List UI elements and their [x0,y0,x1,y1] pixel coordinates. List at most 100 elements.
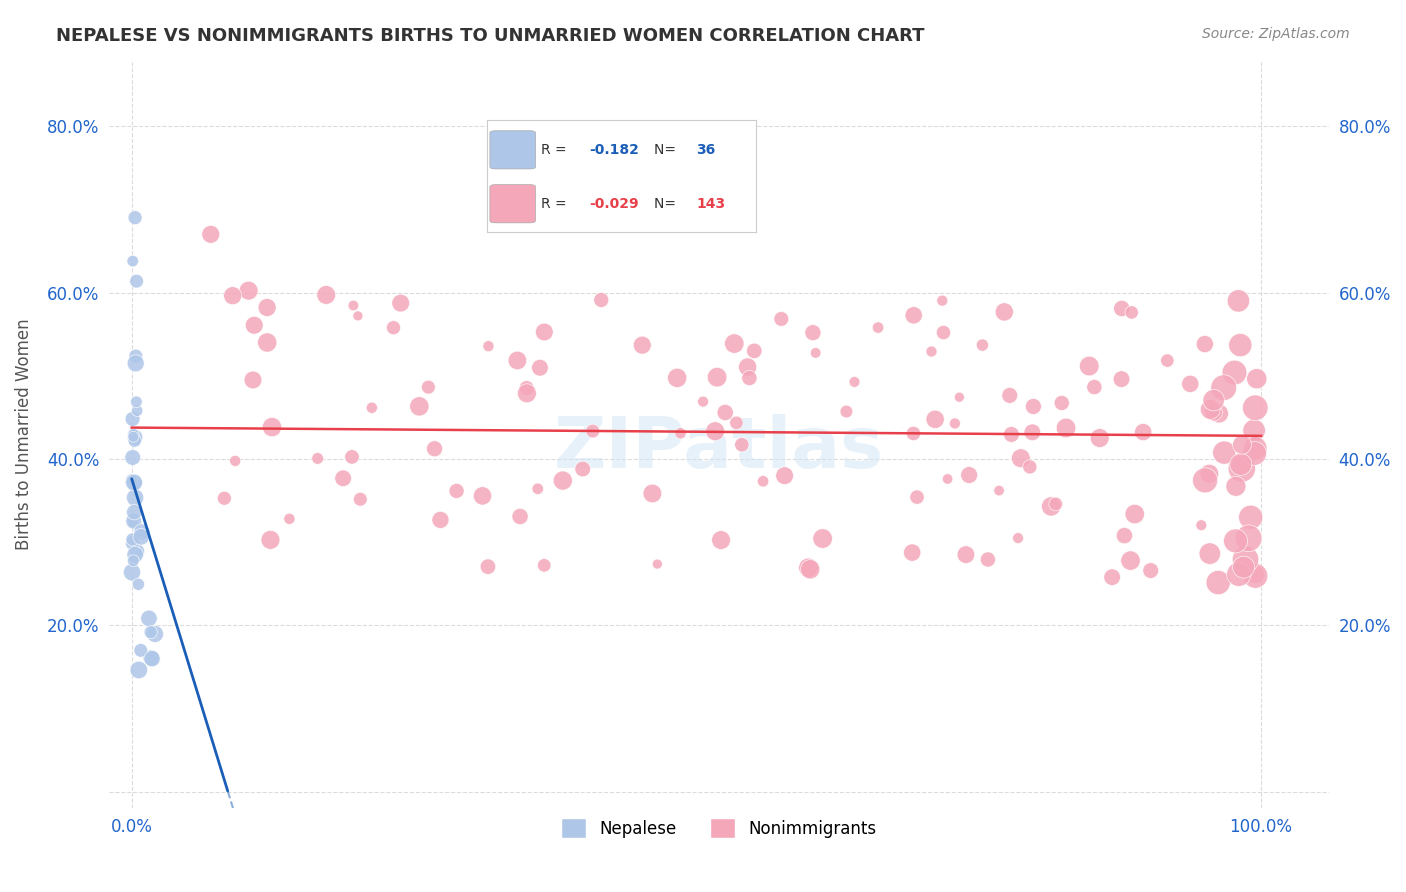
Point [868,320,890,334]
Point [835,404,858,418]
Point [526,482,548,496]
Point [1202,405,1225,419]
Point [1230,458,1253,472]
Point [1227,293,1250,308]
Point [446,483,468,498]
Point [1045,497,1067,511]
Point [666,371,689,385]
Point [122,475,145,490]
Point [122,475,145,490]
Point [582,424,605,438]
Point [1212,381,1234,395]
Point [972,338,994,352]
Point [516,381,538,395]
Point [669,426,692,441]
Point [1244,567,1267,582]
Point [124,434,146,448]
Point [714,405,737,419]
Point [122,505,145,519]
Point [129,643,152,657]
Point [1101,570,1123,584]
Text: ZIPatlas: ZIPatlas [554,415,884,483]
Point [141,651,163,665]
Point [1199,402,1222,417]
Point [1180,376,1202,391]
Point [315,288,337,302]
Point [1237,531,1260,545]
Point [921,344,943,359]
Point [529,360,551,375]
Point [1225,533,1247,548]
Point [631,338,654,352]
Point [128,663,150,677]
Point [1208,407,1230,421]
Point [125,394,148,409]
Point [125,544,148,558]
Point [1206,575,1229,590]
Point [931,293,953,308]
Point [1088,431,1111,445]
Point [200,227,222,242]
Point [737,359,759,374]
Point [127,403,149,417]
Point [214,491,236,506]
Point [121,566,143,580]
Point [804,346,827,360]
Point [1202,393,1225,408]
Point [259,533,281,547]
Point [1227,567,1250,582]
Point [797,560,820,574]
Point [389,296,412,310]
Point [243,318,266,333]
Point [988,483,1011,498]
Point [998,388,1021,402]
Point [122,516,145,530]
Point [932,326,955,340]
Point [121,533,143,547]
Point [143,627,166,641]
Point [1078,359,1101,373]
Point [125,356,148,370]
Point [121,412,143,426]
Point [533,558,555,573]
Point [1050,396,1073,410]
Point [799,562,821,576]
Point [977,552,1000,566]
Point [692,394,714,409]
Point [238,284,260,298]
Point [738,371,761,385]
Point [127,577,149,591]
Point [122,554,145,568]
Point [360,401,382,415]
Point [770,312,793,326]
Point [723,336,745,351]
Point [1040,500,1063,514]
Point [1194,337,1216,351]
Point [349,492,371,507]
Y-axis label: Births to Unmarried Women: Births to Unmarried Women [15,318,32,549]
Point [1230,438,1253,452]
Point [1054,421,1077,435]
Point [125,274,148,288]
Point [221,289,243,303]
Point [122,427,145,442]
Point [1213,445,1236,459]
Point [1139,564,1161,578]
Point [509,509,531,524]
Point [418,380,440,394]
Point [423,442,446,456]
Point [903,426,925,441]
Point [506,353,529,368]
Point [1021,425,1043,440]
Point [516,386,538,401]
Point [347,309,370,323]
Point [1243,424,1265,438]
Point [242,373,264,387]
Point [704,424,727,438]
Legend: Nepalese, Nonimmigrants: Nepalese, Nonimmigrants [554,812,883,845]
Point [1244,401,1267,415]
Point [342,299,364,313]
Point [1225,479,1247,493]
Point [1010,451,1032,466]
Point [811,532,834,546]
